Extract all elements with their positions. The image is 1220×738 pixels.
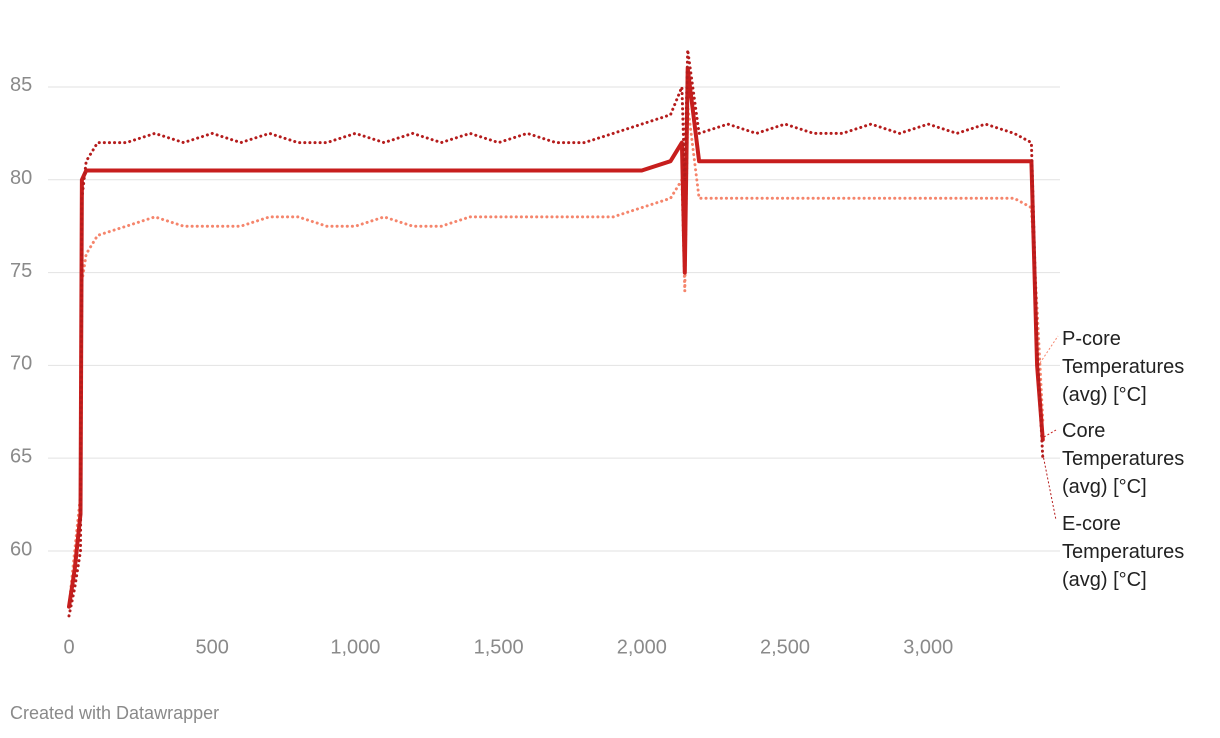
x-tick-label: 0 bbox=[63, 636, 74, 658]
series-line bbox=[67, 66, 1045, 609]
leader-line bbox=[1041, 449, 1057, 521]
footer: Created with Datawrapper bbox=[10, 703, 220, 723]
series-line bbox=[67, 104, 1045, 609]
x-tick-label: 1,500 bbox=[474, 636, 524, 658]
series-label: P-core Temperatures (avg) [°C] bbox=[1062, 328, 1185, 406]
x-tick-label: 1,000 bbox=[330, 636, 380, 658]
y-tick-label: 80 bbox=[10, 167, 32, 189]
y-tick-label: 65 bbox=[10, 445, 32, 467]
x-tick-label: 2,500 bbox=[760, 636, 810, 658]
leader-line bbox=[1043, 429, 1057, 438]
y-tick-label: 60 bbox=[10, 538, 32, 560]
y-tick-label: 75 bbox=[10, 260, 32, 282]
y-tick-label: 85 bbox=[10, 74, 32, 96]
series-line bbox=[67, 48, 1045, 618]
plot: 60 65 70 75 80 85 0 500 1,000 1,500 2,000 2,500 3,00… bbox=[10, 48, 1060, 658]
series-label: E-core Temperatures (avg) [°C] bbox=[1062, 513, 1185, 591]
leader-line bbox=[1039, 335, 1059, 364]
x-tick-label: 3,000 bbox=[903, 636, 953, 658]
y-tick-label: 70 bbox=[10, 353, 32, 375]
x-tick-label: 500 bbox=[196, 636, 229, 658]
series-label: Core Temperatures (avg) [°C] bbox=[1062, 420, 1185, 498]
x-tick-label: 2,000 bbox=[617, 636, 667, 658]
